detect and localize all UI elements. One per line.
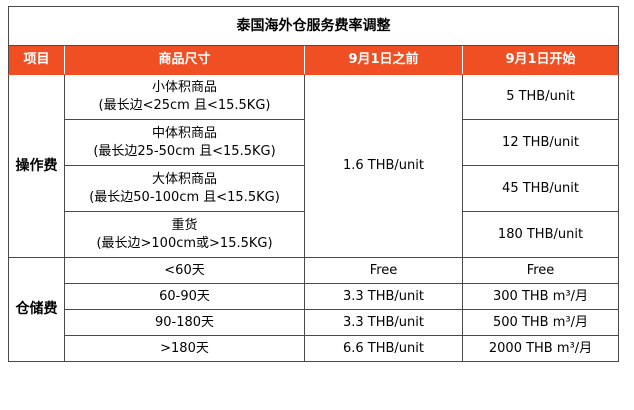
table-row: 90-180天 3.3 THB/unit 500 THB m³/月 (9, 309, 619, 336)
table-row: 60-90天 3.3 THB/unit 300 THB m³/月 (9, 283, 619, 310)
size-cell: 大体积商品 (最长边50-100cm 且<15.5KG) (64, 165, 305, 212)
category-operation: 操作费 (8, 74, 65, 258)
header-row: 项目 商品尺寸 9月1日之前 9月1日开始 (8, 45, 619, 75)
size-spec: (最长边50-100cm 且<15.5KG) (89, 189, 280, 205)
size-name: 小体积商品 (151, 80, 217, 96)
size-name: 中体积商品 (151, 125, 217, 141)
size-spec: (最长边<25cm 且<15.5KG) (98, 98, 271, 113)
storage-after: 300 THB m³/月 (462, 283, 619, 310)
size-spec: (最长边25-50cm 且<15.5KG) (93, 143, 276, 159)
storage-range: <60天 (64, 257, 305, 284)
storage-after: Free (462, 257, 619, 284)
storage-before: 6.6 THB/unit (304, 335, 463, 362)
size-cell: 中体积商品 (最长边25-50cm 且<15.5KG) (64, 119, 305, 166)
storage-before: Free (304, 257, 463, 284)
after-price: 5 THB/unit (462, 74, 619, 120)
size-cell: 小体积商品 (最长边<25cm 且<15.5KG) (64, 74, 305, 120)
size-cell: 重货 (最长边>100cm或>15.5KG) (64, 211, 305, 258)
rate-table: 泰国海外仓服务费率调整 项目 商品尺寸 9月1日之前 9月1日开始 操作费 小体… (8, 6, 619, 362)
size-name: 大体积商品 (151, 171, 217, 187)
size-name: 重货 (171, 217, 198, 233)
header-after: 9月1日开始 (462, 45, 619, 75)
table-row: 仓储费 <60天 Free Free (8, 257, 619, 362)
rate-table-container: 泰国海外仓服务费率调整 项目 商品尺寸 9月1日之前 9月1日开始 操作费 小体… (8, 6, 619, 362)
table-row: 大体积商品 (最长边50-100cm 且<15.5KG) 45 THB/unit (9, 165, 619, 212)
storage-before: 3.3 THB/unit (304, 283, 463, 310)
storage-range: 90-180天 (64, 309, 305, 336)
after-price: 180 THB/unit (462, 211, 619, 258)
table-title: 泰国海外仓服务费率调整 (8, 6, 619, 46)
table-row: 操作费 小体积商品 (最长边<25cm 且<15.5KG) 1.6 THB/un… (8, 74, 619, 258)
storage-after: 2000 THB m³/月 (462, 335, 619, 362)
table-row: 中体积商品 (最长边25-50cm 且<15.5KG) 12 THB/unit (9, 119, 619, 166)
header-before: 9月1日之前 (304, 45, 463, 75)
size-spec: (最长边>100cm或>15.5KG) (96, 235, 273, 251)
table-row: 重货 (最长边>100cm或>15.5KG) 180 THB/unit (9, 211, 619, 258)
table-row: >180天 6.6 THB/unit 2000 THB m³/月 (9, 335, 619, 362)
storage-before: 3.3 THB/unit (304, 309, 463, 336)
category-storage: 仓储费 (8, 257, 65, 362)
storage-range: >180天 (64, 335, 305, 362)
after-price: 45 THB/unit (462, 165, 619, 212)
after-price: 12 THB/unit (462, 119, 619, 166)
storage-after: 500 THB m³/月 (462, 309, 619, 336)
storage-range: 60-90天 (64, 283, 305, 310)
before-price-operation: 1.6 THB/unit (304, 74, 463, 258)
header-size: 商品尺寸 (64, 45, 305, 75)
header-item: 项目 (8, 45, 65, 75)
